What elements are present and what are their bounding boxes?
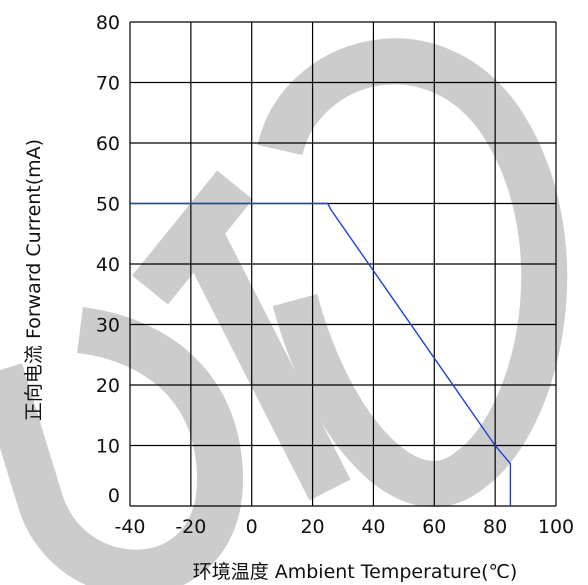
- watermark-logo: [0, 38, 568, 585]
- watermark-stroke-o: [257, 38, 568, 507]
- y-tick-label: 30: [96, 315, 120, 337]
- x-tick-label: -40: [114, 516, 145, 538]
- x-tick-label: 40: [361, 516, 385, 538]
- y-tick-label: 80: [96, 12, 120, 34]
- y-tick-label: 0: [108, 485, 120, 507]
- watermark-stroke-t: [132, 170, 351, 501]
- x-tick-label: 20: [300, 516, 324, 538]
- series-group: [130, 202, 512, 506]
- x-tick-label: 0: [246, 516, 258, 538]
- y-tick-label: 20: [96, 375, 120, 397]
- x-axis-label: 环境温度 Ambient Temperature(℃): [193, 561, 518, 583]
- y-tick-label: 50: [96, 194, 120, 216]
- y-tick-label: 60: [96, 133, 120, 155]
- x-tick-label: 80: [483, 516, 507, 538]
- y-axis-label: 正向电流 Forward Current(mA): [23, 139, 45, 421]
- y-axis-ticks: 0 10 20 30 40 50 60 70 80: [96, 12, 120, 507]
- watermark-stroke-d: [0, 307, 244, 585]
- x-tick-label: -20: [175, 516, 206, 538]
- y-tick-label: 10: [96, 436, 120, 458]
- series-line: [130, 202, 512, 506]
- y-tick-label: 70: [96, 73, 120, 95]
- grid-lines: [129, 21, 557, 507]
- x-tick-label: 100: [538, 516, 574, 538]
- x-tick-label: 60: [422, 516, 446, 538]
- x-axis-ticks: -40 -20 0 20 40 60 80 100: [114, 516, 574, 538]
- y-tick-label: 40: [96, 254, 120, 276]
